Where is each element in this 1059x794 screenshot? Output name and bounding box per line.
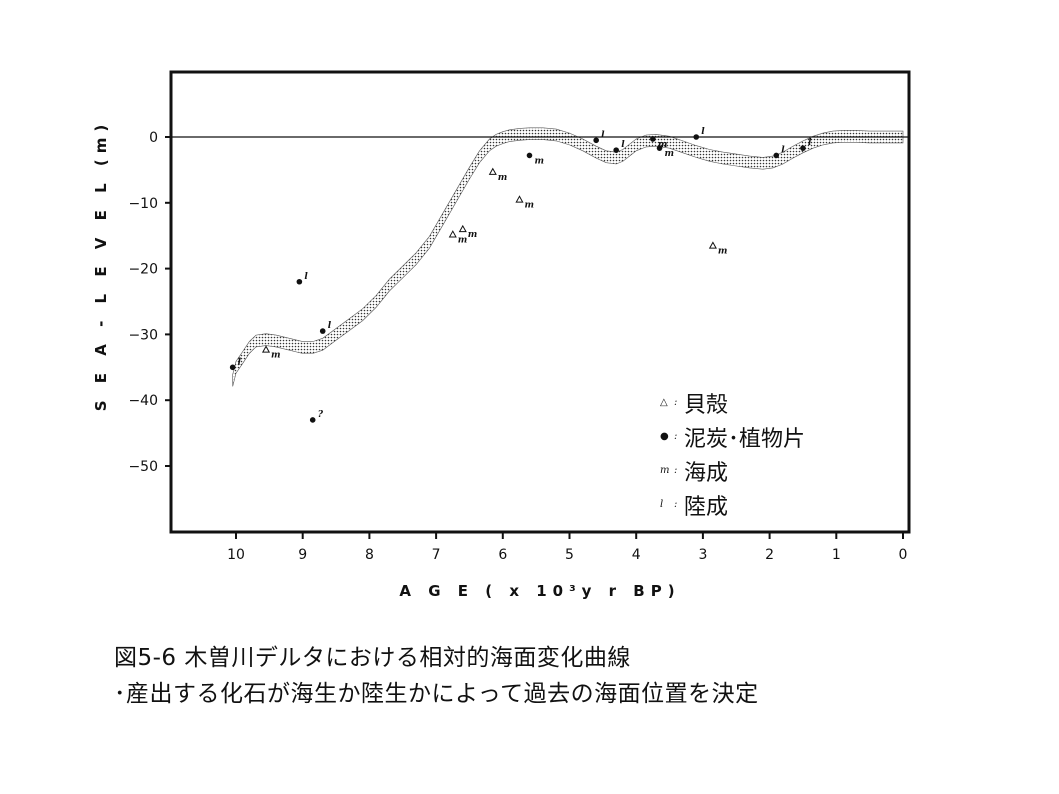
y-axis-title: S E A - L E V E L (m) (92, 119, 110, 411)
peat-marker (319, 328, 326, 334)
peat-marker (773, 152, 780, 159)
legend-origin-symbol: l (660, 499, 663, 510)
y-tick-label: −10 (128, 196, 158, 212)
y-tick-label: −20 (128, 262, 158, 278)
point-origin-label: l (601, 130, 605, 140)
point-origin-label: m (658, 140, 668, 150)
x-tick-label: 8 (365, 547, 374, 563)
shell-marker (458, 224, 467, 233)
point-origin-label: l (621, 140, 625, 150)
legend-peat-symbol: ● (660, 431, 669, 442)
legend-separator: : (674, 499, 677, 510)
x-tick-label: 1 (832, 547, 841, 563)
peat-marker (296, 278, 303, 285)
point-origin-label: l (238, 357, 242, 367)
point-origin-label: m (665, 149, 675, 159)
point-origin-label: m (534, 156, 544, 166)
peat-marker (693, 134, 700, 140)
legend-origin-symbol: m (660, 465, 669, 476)
x-tick-label: 7 (432, 547, 441, 563)
point-origin-label: l (781, 145, 785, 155)
y-tick-label: 0 (149, 130, 158, 146)
legend-label: 海成 (684, 461, 728, 486)
peat-marker (613, 147, 619, 153)
x-tick-label: 6 (498, 547, 507, 563)
point-origin-label: m (458, 235, 468, 245)
x-tick-label: 5 (565, 547, 574, 563)
peat-marker (656, 145, 663, 151)
shell-marker (488, 167, 497, 175)
figure-caption-note: ･産出する化石が海生か陸生かによって過去の海面位置を決定 (114, 681, 759, 707)
shell-marker (261, 345, 271, 353)
peat-marker (593, 137, 599, 144)
legend-separator: : (674, 431, 677, 442)
point-origin-label: m (524, 201, 534, 211)
peat-marker (800, 145, 806, 151)
figure-caption-title: 図5-6 木曽川デルタにおける相対的海面変化曲線 (114, 645, 631, 671)
x-tick-label: 4 (632, 547, 641, 563)
peat-marker (526, 152, 533, 159)
point-origin-label: l (701, 127, 705, 137)
sea-level-chart: 10 9 8 7 6 5 4 3 2 1 00−10−20−30−40−50 lmll?mmmmml… (92, 70, 911, 600)
x-tick-label: 3 (698, 547, 707, 563)
point-origin-label: l (304, 272, 308, 282)
y-tick-label: −40 (128, 393, 158, 409)
point-origin-label: m (468, 230, 478, 240)
legend: △: 貝殻 ●: 泥炭･植物片 m: 海成 l: 陸成 (660, 393, 805, 520)
legend-separator: : (674, 397, 677, 408)
point-origin-label: m (498, 173, 508, 183)
legend-separator: : (674, 465, 677, 476)
x-tick-label: 9 (298, 547, 307, 563)
peat-marker (650, 136, 656, 142)
legend-label: 泥炭･植物片 (684, 427, 805, 452)
shell-marker (515, 195, 524, 203)
point-origin-label: m (718, 247, 728, 257)
point-origin-label: m (271, 351, 281, 361)
legend-label: 貝殻 (684, 393, 728, 418)
y-tick-label: −30 (128, 327, 158, 343)
legend-shell-symbol: △ (660, 397, 668, 408)
point-origin-label: ? (318, 410, 324, 420)
point-origin-label: l (328, 321, 332, 331)
x-tick-label: 0 (899, 547, 908, 563)
legend-label: 陸成 (684, 495, 728, 520)
shell-marker (448, 230, 457, 238)
shell-marker (708, 241, 717, 249)
x-axis-title: A G E ( x 10³y r BP) (399, 582, 680, 600)
x-tick-label: 2 (765, 547, 774, 563)
y-tick-label: −50 (128, 459, 158, 475)
plot-frame (169, 70, 911, 534)
peat-marker (309, 417, 316, 423)
x-tick-label: 10 (227, 547, 245, 563)
peat-marker (229, 364, 236, 371)
point-origin-label: l (808, 138, 812, 148)
sea-level-band (232, 127, 904, 387)
